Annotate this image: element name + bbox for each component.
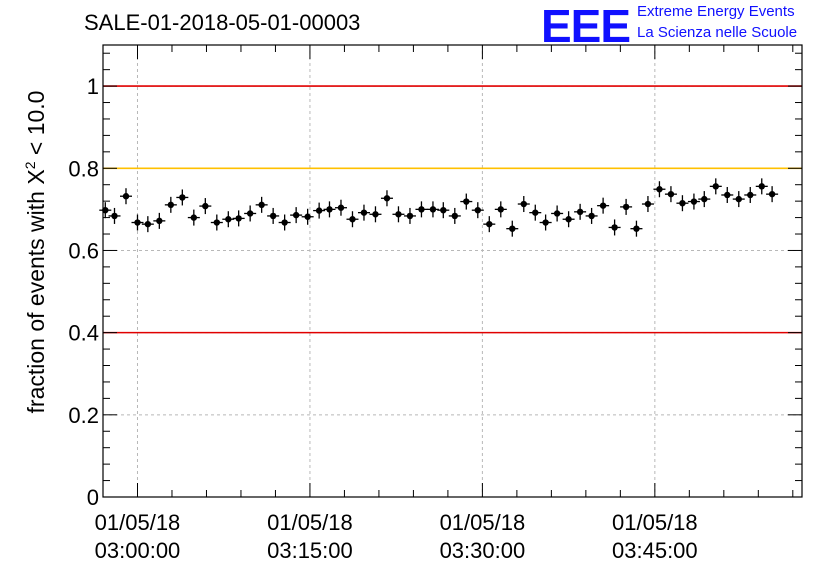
plot-frame xyxy=(102,44,803,498)
data-point xyxy=(164,196,177,213)
data-point xyxy=(732,191,745,208)
data-point xyxy=(278,214,291,231)
data-point xyxy=(494,201,507,218)
data-point xyxy=(517,196,530,213)
logo-line-1: Extreme Energy Events xyxy=(637,3,795,20)
data-point xyxy=(562,211,575,228)
data-point xyxy=(539,214,552,231)
data-point xyxy=(437,202,450,219)
data-point xyxy=(323,201,336,218)
data-point xyxy=(301,208,314,225)
data-point xyxy=(380,190,393,207)
data-point xyxy=(597,197,610,214)
data-point xyxy=(267,207,280,224)
data-point xyxy=(403,207,416,224)
x-tick-label-time: 03:45:00 xyxy=(612,538,698,563)
data-point xyxy=(585,207,598,224)
x-tick-label-time: 03:15:00 xyxy=(267,538,353,563)
data-point xyxy=(471,202,484,219)
data-point xyxy=(653,181,666,198)
data-point xyxy=(574,203,587,220)
data-point xyxy=(620,198,633,215)
data-point xyxy=(119,188,132,205)
data-point xyxy=(108,207,121,224)
eee-logo-mark: EEE xyxy=(541,0,631,52)
data-point xyxy=(415,201,428,218)
data-point xyxy=(551,205,564,222)
y-tick-label: 0.8 xyxy=(68,156,99,181)
y-tick-label: 0.2 xyxy=(68,403,99,428)
logo-line-2: La Scienza nelle Scuole xyxy=(637,24,798,41)
data-point xyxy=(153,212,166,229)
data-point xyxy=(426,201,439,218)
data-point xyxy=(357,204,370,221)
data-point xyxy=(176,189,189,206)
data-point xyxy=(232,210,245,227)
data-point xyxy=(392,206,405,223)
chart-title: SALE-01-2018-05-01-00003 xyxy=(84,10,361,35)
data-point xyxy=(290,207,303,224)
data-point xyxy=(244,205,257,222)
y-tick-label: 0 xyxy=(87,485,99,510)
x-tick-label-date: 01/05/18 xyxy=(267,510,353,535)
data-point xyxy=(131,214,144,231)
data-point xyxy=(529,204,542,221)
x-tick-label-date: 01/05/18 xyxy=(95,510,181,535)
x-tick-label-date: 01/05/18 xyxy=(612,510,698,535)
data-point xyxy=(460,193,473,210)
data-point xyxy=(676,195,689,212)
data-point xyxy=(255,196,268,213)
data-point xyxy=(346,211,359,228)
data-point xyxy=(187,209,200,226)
data-point xyxy=(210,214,223,231)
data-point xyxy=(698,191,711,208)
data-point xyxy=(141,216,154,233)
x-tick-label-date: 01/05/18 xyxy=(440,510,526,535)
data-point xyxy=(448,207,461,224)
data-point xyxy=(766,186,779,203)
data-point xyxy=(630,220,643,237)
data-point xyxy=(99,202,112,219)
data-point xyxy=(687,193,700,210)
data-point xyxy=(721,186,734,203)
data-point xyxy=(608,219,621,236)
x-tick-label-time: 03:30:00 xyxy=(440,538,526,563)
data-point xyxy=(506,220,519,237)
data-point xyxy=(641,196,654,213)
data-point xyxy=(744,186,757,203)
y-tick-label: 1 xyxy=(87,74,99,99)
y-tick-label: 0.4 xyxy=(68,321,99,346)
x-tick-label-time: 03:00:00 xyxy=(95,538,181,563)
y-tick-label: 0.6 xyxy=(68,238,99,263)
data-point xyxy=(334,199,347,216)
data-point xyxy=(222,211,235,228)
data-point xyxy=(755,178,768,195)
data-point xyxy=(483,216,496,233)
data-point xyxy=(709,178,722,195)
data-point xyxy=(369,206,382,223)
data-point xyxy=(199,198,212,215)
data-point xyxy=(664,186,677,203)
data-point xyxy=(313,202,326,219)
